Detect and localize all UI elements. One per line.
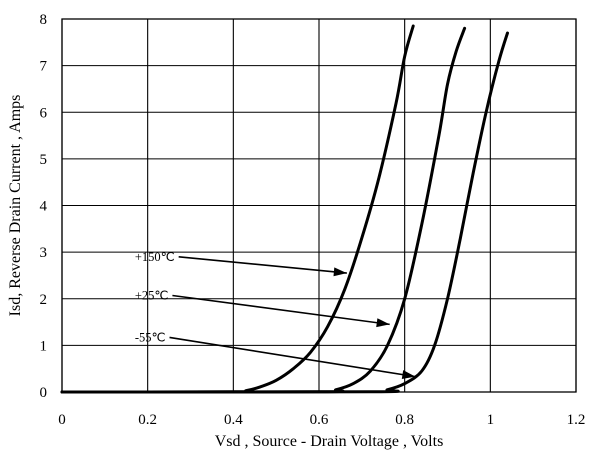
series-curves [60,24,509,394]
annotation-arrow-2 [169,336,416,378]
y-tick-label-3: 3 [40,245,48,261]
y-tick-label-6: 6 [40,105,48,121]
x-tick-label-2: 0.4 [224,412,243,428]
y-tick-labels: 0 1 2 3 4 5 6 7 8 [40,12,48,401]
annotation-arrow-0 [178,255,347,274]
y-tick-label-0: 0 [40,385,48,401]
annotations: +150℃ +25℃ -55℃ [135,250,416,379]
x-tick-label-5: 1 [487,412,495,428]
y-tick-label-8: 8 [40,12,48,28]
annotation-arrowhead-2 [401,370,416,379]
y-tick-label-5: 5 [40,152,48,168]
y-tick-label-7: 7 [40,59,48,75]
x-axis-label: Vsd , Source - Drain Voltage , Volts [215,433,444,450]
x-tick-label-3: 0.6 [310,412,329,428]
annotation-label-1: +25℃ [135,288,169,302]
y-axis-label: Isd, Reverse Drain Current , Amps [7,95,24,317]
grid [61,18,577,393]
y-tick-label-2: 2 [40,292,48,308]
annotation-label-2: -55℃ [135,330,166,344]
annotation-arrow-1 [172,294,390,326]
annotation-label-0: +150℃ [135,250,175,264]
x-tick-label-4: 0.8 [395,412,414,428]
x-tick-labels: 0 0.2 0.4 0.6 0.8 1 1.2 [58,412,585,428]
y-tick-label-1: 1 [40,338,48,354]
series-line-2 [60,31,509,394]
x-tick-label-6: 1.2 [567,412,586,428]
y-tick-label-4: 4 [40,199,48,215]
x-tick-label-1: 0.2 [138,412,157,428]
annotation-arrowhead-1 [376,318,390,328]
annotation-arrowhead-0 [333,267,347,277]
x-tick-label-0: 0 [58,412,66,428]
